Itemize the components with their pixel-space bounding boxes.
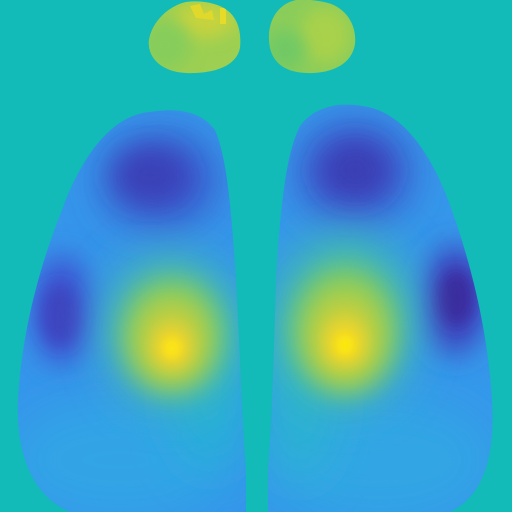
midline xyxy=(246,110,268,512)
right-olfactory-bulb xyxy=(268,0,356,74)
